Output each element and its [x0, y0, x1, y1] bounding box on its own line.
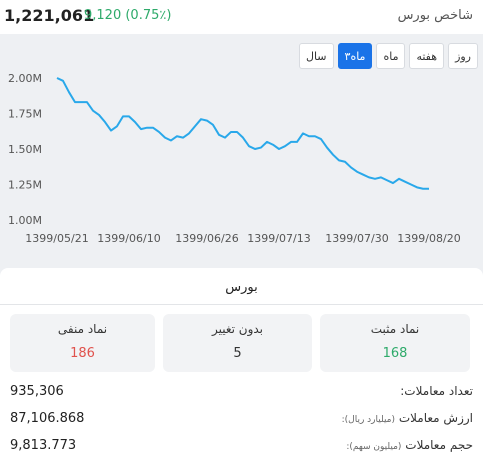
row-label: تعداد معاملات: — [400, 384, 473, 398]
x-tick-label: 1399/08/20 — [397, 232, 460, 245]
x-tick-label: 1399/06/26 — [175, 232, 238, 245]
range-buttons: روز هفته ماه ۳ماه سال — [298, 43, 478, 69]
stat-label: نماد منفی — [57, 322, 108, 336]
index-title: شاخص بورس — [397, 8, 473, 23]
price-line — [56, 77, 429, 190]
range-button[interactable]: ۳ماه — [337, 43, 373, 69]
range-button[interactable]: سال — [298, 43, 334, 69]
summary-card: بورس نماد مثبت 168 بدون تغییر 5 نماد منفی 186… — [0, 268, 483, 464]
stat-row: 935,306 تعداد معاملات: — [10, 382, 473, 402]
range-button[interactable]: ماه — [376, 43, 406, 69]
index-change: 9,120 (0.75٪) — [84, 8, 172, 23]
row-value: 9,813.773 — [10, 438, 77, 453]
row-label: ارزش معاملات — [398, 411, 473, 425]
stat-box: نماد منفی 186 — [10, 314, 155, 372]
row-label-wrap: تعداد معاملات: — [400, 384, 473, 398]
x-tick-label: 1399/06/10 — [97, 232, 160, 245]
y-tick-label: 1.00M — [8, 214, 42, 227]
range-button[interactable]: هفته — [409, 43, 445, 69]
row-label: حجم معاملات — [405, 438, 473, 452]
range-button[interactable]: روز — [448, 43, 478, 69]
index-value: 1,221,061 — [4, 6, 95, 25]
stat-value: 168 — [382, 346, 408, 361]
x-tick-label: 1399/07/13 — [247, 232, 310, 245]
chart: 2.00M 1.75M 1.50M 1.25M 1.00M 1399/05/21 1399/… — [8, 72, 461, 245]
y-tick-label: 1.75M — [8, 108, 42, 121]
y-tick-label: 2.00M — [8, 72, 42, 85]
summary-title: بورس — [225, 280, 258, 295]
stat-row: 9,813.773 حجم معاملات (میلیون سهم): — [10, 436, 473, 456]
x-tick-label: 1399/07/30 — [325, 232, 388, 245]
row-value: 87,106.868 — [10, 411, 85, 426]
stat-value: 5 — [233, 346, 242, 361]
header: 1,221,061 9,120 (0.75٪) شاخص بورس — [0, 0, 483, 34]
row-label-wrap: حجم معاملات (میلیون سهم): — [346, 438, 473, 452]
y-tick-label: 1.50M — [8, 143, 42, 156]
stat-row: 87,106.868 ارزش معاملات (میلیارد ریال): — [10, 409, 473, 429]
stat-box: نماد مثبت 168 — [320, 314, 470, 372]
row-unit: (میلیون سهم): — [346, 442, 402, 452]
x-tick-label: 1399/05/21 — [25, 232, 88, 245]
row-unit: (میلیارد ریال): — [341, 415, 396, 425]
separator — [0, 304, 483, 305]
stat-label: نماد مثبت — [370, 322, 420, 336]
stat-value: 186 — [70, 346, 95, 361]
stat-label: بدون تغییر — [211, 322, 264, 336]
row-label-wrap: ارزش معاملات (میلیارد ریال): — [342, 411, 473, 425]
row-value: 935,306 — [10, 384, 64, 399]
stat-box: بدون تغییر 5 — [163, 314, 312, 372]
y-tick-label: 1.25M — [8, 179, 42, 192]
